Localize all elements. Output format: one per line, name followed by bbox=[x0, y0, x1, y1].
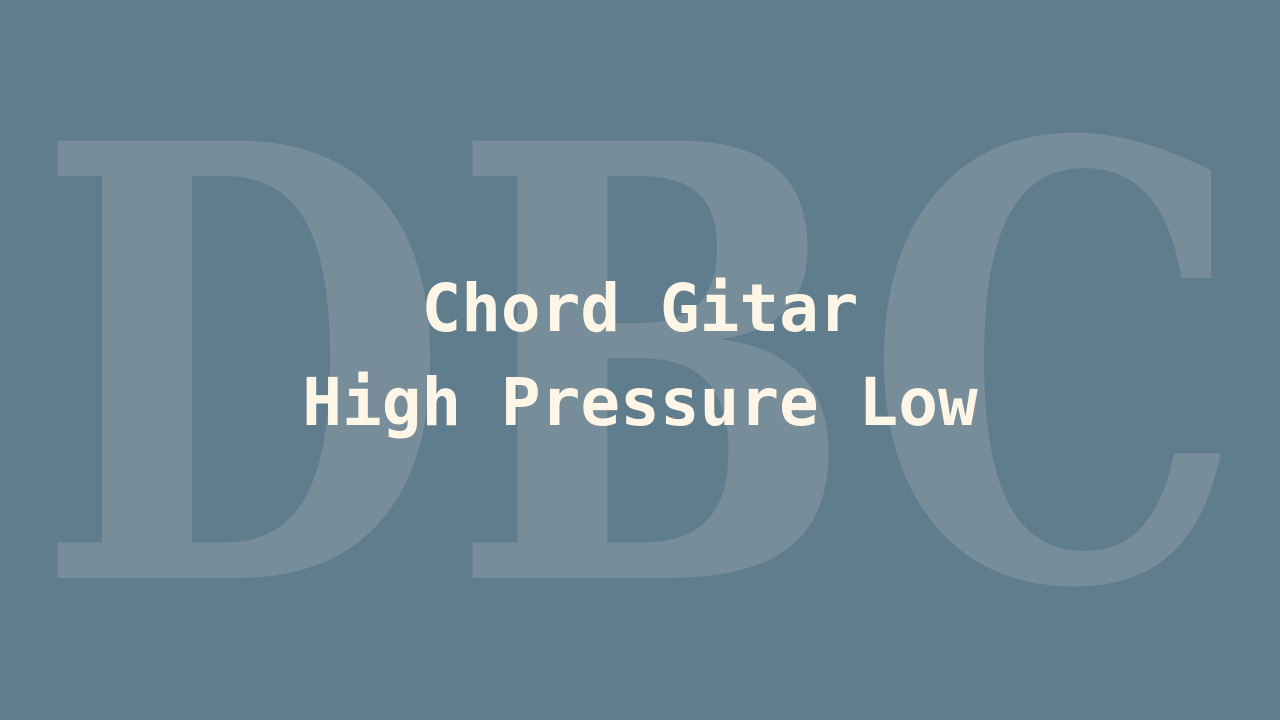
title-line-2: High Pressure Low bbox=[302, 364, 978, 441]
title-line-1: Chord Gitar bbox=[421, 270, 859, 347]
